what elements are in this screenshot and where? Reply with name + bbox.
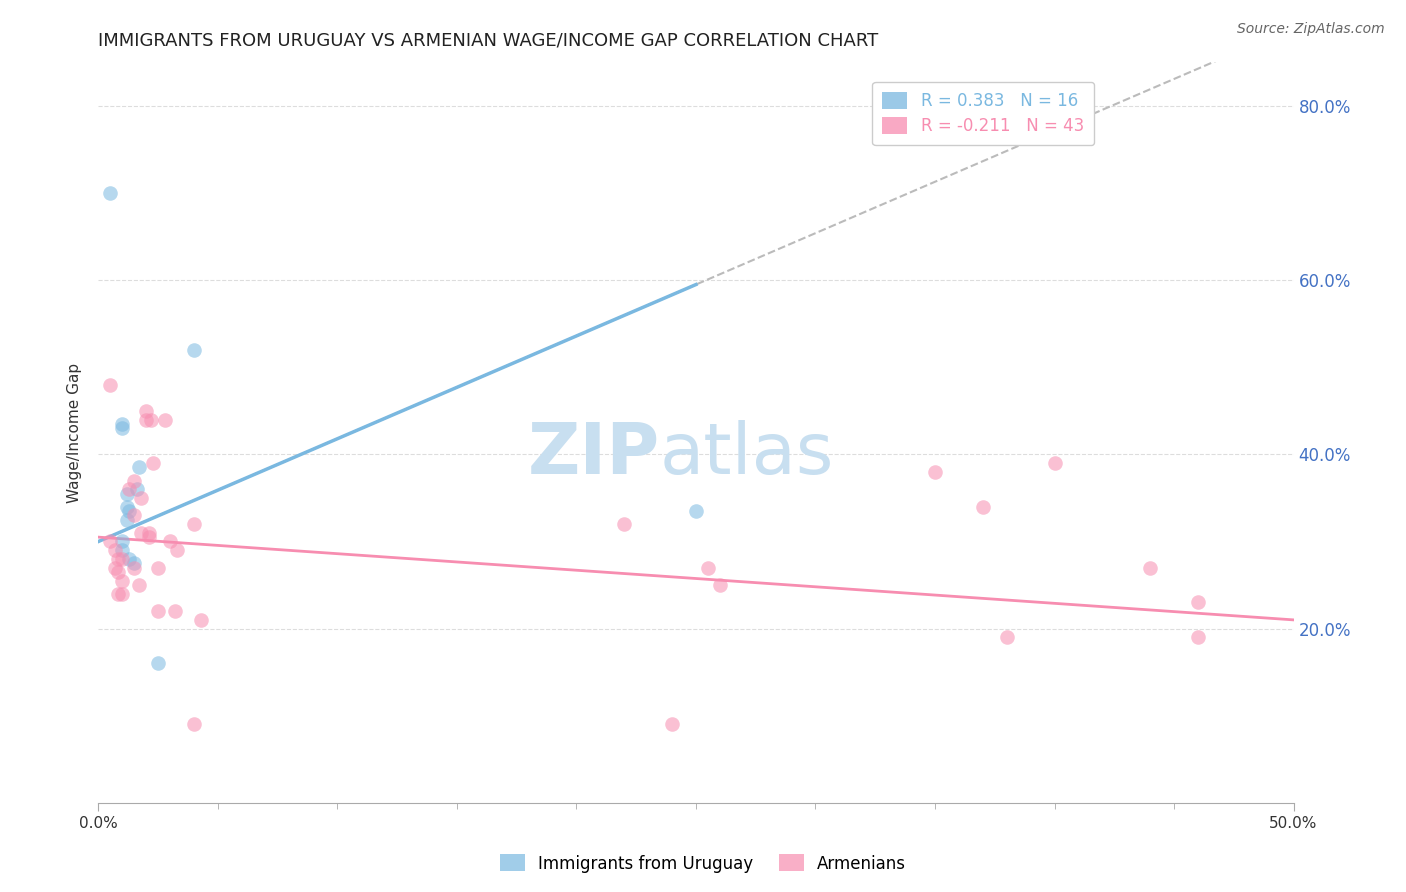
Point: [118, 504, 141, 518]
Point: [148, 657, 170, 671]
Point: [107, 552, 129, 566]
Point: [98, 186, 122, 200]
Point: [1043, 456, 1066, 470]
Text: Source: ZipAtlas.com: Source: ZipAtlas.com: [1237, 22, 1385, 37]
Point: [111, 552, 134, 566]
Point: [138, 530, 160, 544]
Point: [135, 412, 157, 426]
Point: [163, 604, 186, 618]
Point: [142, 456, 165, 470]
Point: [131, 525, 153, 540]
Point: [190, 613, 212, 627]
Point: [104, 543, 127, 558]
Point: [1187, 595, 1209, 609]
Point: [155, 412, 177, 426]
Point: [124, 556, 146, 570]
Point: [125, 482, 148, 496]
Point: [131, 491, 153, 505]
Point: [148, 560, 170, 574]
Text: ZIP: ZIP: [527, 420, 661, 490]
Point: [111, 574, 134, 588]
Legend: Immigrants from Uruguay, Armenians: Immigrants from Uruguay, Armenians: [494, 847, 912, 880]
Point: [111, 543, 134, 558]
Point: [183, 343, 205, 357]
Point: [135, 404, 157, 418]
Point: [159, 534, 181, 549]
Point: [124, 508, 146, 523]
Point: [118, 552, 141, 566]
Point: [1187, 630, 1209, 644]
Point: [183, 717, 205, 731]
Point: [107, 565, 129, 579]
Point: [124, 560, 146, 574]
Point: [107, 587, 129, 601]
Point: [148, 604, 170, 618]
Point: [972, 500, 994, 514]
Point: [139, 412, 162, 426]
Point: [118, 482, 141, 496]
Point: [98, 534, 122, 549]
Point: [98, 377, 122, 392]
Point: [661, 717, 683, 731]
Point: [115, 513, 138, 527]
Point: [995, 630, 1018, 644]
Point: [104, 560, 127, 574]
Y-axis label: Wage/Income Gap: Wage/Income Gap: [67, 362, 83, 503]
Legend: R = 0.383   N = 16, R = -0.211   N = 43: R = 0.383 N = 16, R = -0.211 N = 43: [872, 82, 1094, 145]
Point: [128, 578, 150, 592]
Point: [613, 517, 636, 532]
Point: [924, 465, 946, 479]
Point: [111, 534, 134, 549]
Text: IMMIGRANTS FROM URUGUAY VS ARMENIAN WAGE/INCOME GAP CORRELATION CHART: IMMIGRANTS FROM URUGUAY VS ARMENIAN WAGE…: [98, 32, 879, 50]
Point: [111, 587, 134, 601]
Point: [111, 417, 134, 431]
Point: [138, 525, 160, 540]
Point: [709, 578, 731, 592]
Point: [115, 486, 138, 500]
Point: [183, 517, 205, 532]
Point: [685, 504, 707, 518]
Point: [128, 460, 150, 475]
Point: [115, 500, 138, 514]
Point: [111, 421, 134, 435]
Point: [1139, 560, 1161, 574]
Point: [124, 474, 146, 488]
Point: [166, 543, 188, 558]
Text: atlas: atlas: [661, 420, 835, 490]
Point: [697, 560, 720, 574]
